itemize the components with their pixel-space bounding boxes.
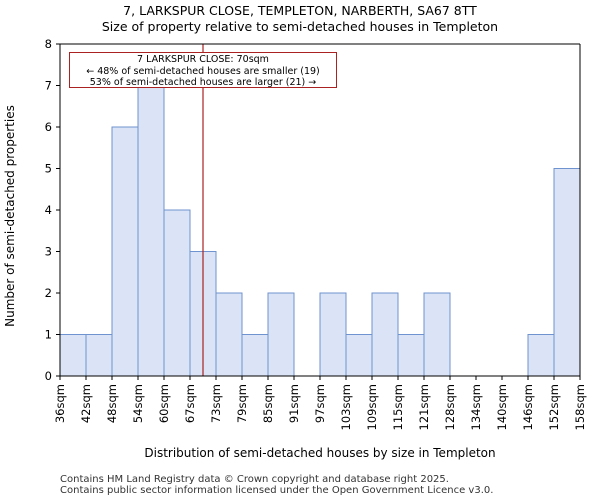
x-tick-label-48sqm: 48sqm [105, 384, 119, 423]
x-tick-label-91sqm: 91sqm [287, 384, 301, 423]
x-tick-label-85sqm: 85sqm [261, 384, 275, 423]
x-tick-label-158sqm: 158sqm [573, 384, 587, 430]
x-tick-label-103sqm: 103sqm [339, 384, 353, 430]
x-tick-label-73sqm: 73sqm [209, 384, 223, 423]
annotation-box: 7 LARKSPUR CLOSE: 70sqm ← 48% of semi-de… [69, 52, 337, 88]
y-tick-label-5: 5 [45, 162, 52, 176]
x-tick-label-79sqm: 79sqm [235, 384, 249, 423]
y-ticks-group: 0 1 2 3 4 5 6 7 8 [45, 37, 60, 383]
x-tick-label-121sqm: 121sqm [417, 384, 431, 430]
bar-109sqm [371, 292, 399, 377]
x-tick-label-134sqm: 134sqm [469, 384, 483, 430]
x-tick-label-115sqm: 115sqm [391, 384, 405, 430]
x-tick-label-54sqm: 54sqm [131, 384, 145, 423]
x-tick-label-140sqm: 140sqm [495, 384, 509, 430]
y-tick-label-6: 6 [45, 120, 52, 134]
footer-licence: Contains public sector information licen… [60, 485, 494, 496]
y-tick-label-7: 7 [45, 79, 52, 93]
x-ticks-group: 36sqm 42sqm 48sqm 54sqm 60sqm 67sqm 73sqm 79sqm… [53, 376, 587, 430]
bar-103sqm [345, 334, 373, 377]
bar-73sqm [215, 292, 243, 377]
annotation-line-2: ← 48% of semi-detached houses are smalle… [86, 65, 320, 77]
chart-title: 7, LARKSPUR CLOSE, TEMPLETON, NARBERTH, … [123, 3, 477, 18]
x-tick-label-42sqm: 42sqm [79, 384, 93, 423]
y-tick-label-3: 3 [45, 245, 52, 259]
bar-97sqm [319, 292, 347, 377]
bar-85sqm [267, 292, 295, 377]
annotation-line-3: 53% of semi-detached houses are larger (… [89, 77, 317, 88]
y-axis-label: Number of semi-detached properties [3, 105, 17, 327]
x-tick-label-109sqm: 109sqm [365, 384, 379, 430]
bar-152sqm [553, 168, 581, 377]
y-tick-label-2: 2 [45, 286, 52, 300]
x-tick-label-36sqm: 36sqm [53, 384, 67, 423]
y-tick-label-0: 0 [45, 369, 52, 383]
bar-48sqm [111, 126, 139, 377]
x-tick-label-152sqm: 152sqm [547, 384, 561, 430]
y-tick-label-4: 4 [45, 203, 52, 217]
x-tick-label-128sqm: 128sqm [443, 384, 457, 430]
x-tick-label-97sqm: 97sqm [313, 384, 327, 423]
bar-146sqm [527, 334, 555, 377]
y-tick-label-1: 1 [45, 328, 52, 342]
footer-copyright: Contains HM Land Registry data © Crown c… [60, 474, 449, 485]
x-tick-label-67sqm: 67sqm [183, 384, 197, 423]
y-tick-label-8: 8 [45, 37, 52, 51]
x-tick-label-146sqm: 146sqm [521, 384, 535, 430]
bar-121sqm [423, 292, 451, 377]
annotation-line-1: 7 LARKSPUR CLOSE: 70sqm [137, 54, 269, 65]
bar-79sqm [241, 334, 269, 377]
bar-54sqm [137, 85, 165, 377]
x-tick-label-60sqm: 60sqm [157, 384, 171, 423]
chart-subtitle: Size of property relative to semi-detach… [101, 19, 499, 34]
x-axis-label: Distribution of semi-detached houses by … [144, 446, 496, 460]
bar-115sqm [397, 334, 425, 377]
bar-36sqm [59, 334, 87, 377]
bar-42sqm [85, 334, 113, 377]
bar-60sqm [163, 209, 191, 377]
bars-group [59, 85, 581, 377]
